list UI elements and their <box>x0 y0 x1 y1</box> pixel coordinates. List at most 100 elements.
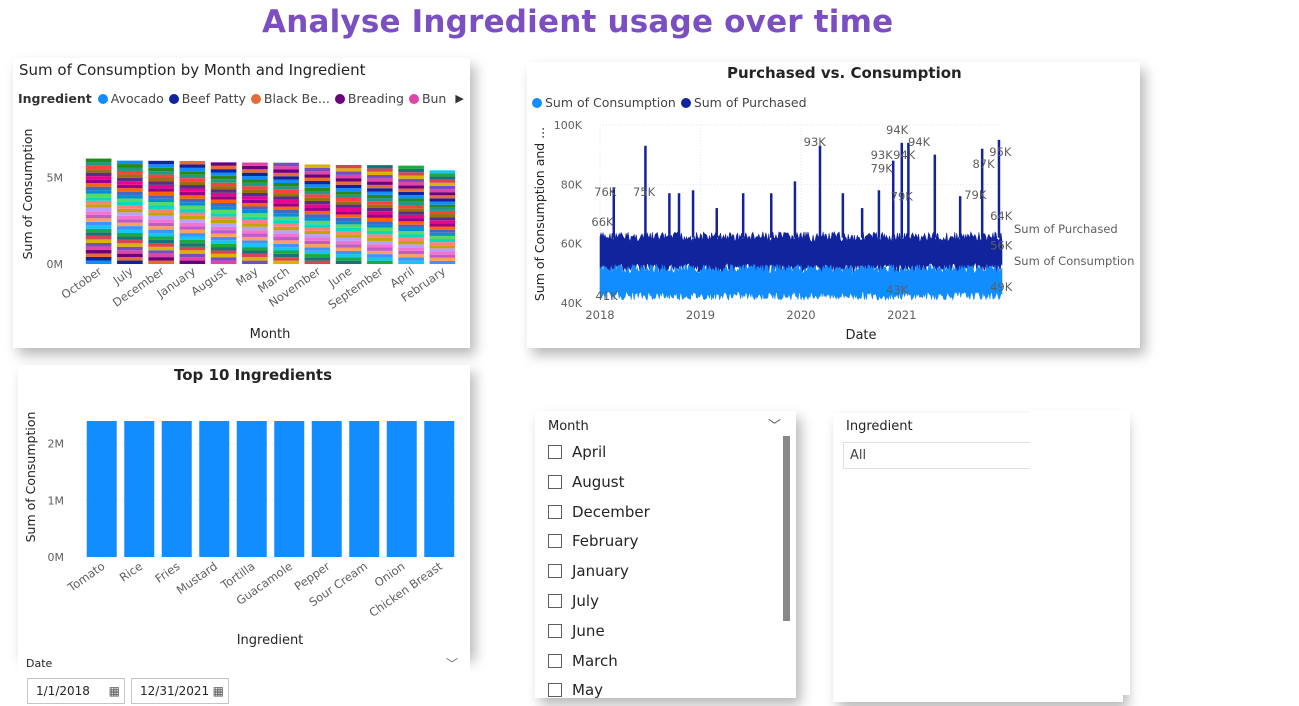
bar-segment <box>148 191 174 196</box>
checkbox[interactable] <box>548 623 562 638</box>
purchased-consumption-visual[interactable]: Purchased vs. Consumption Sum of Consump… <box>527 62 1140 348</box>
x-tick-label: 2019 <box>686 308 715 322</box>
checkbox[interactable] <box>548 683 562 698</box>
ingredient-dropdown-value: All <box>850 448 867 463</box>
bar-segment <box>398 191 424 196</box>
bar-segment <box>304 240 331 245</box>
bar-segment <box>242 226 268 231</box>
bar-segment <box>273 199 299 204</box>
top10-visual[interactable]: Top 10 Ingredients 0M 1M 2M Tomato Rice Fries… <box>18 365 470 655</box>
checkbox[interactable] <box>548 445 562 459</box>
bar-segment <box>367 184 393 189</box>
bar-segment <box>179 236 206 240</box>
chevron-down-icon[interactable]: ﹀ <box>446 657 459 671</box>
y-axis-title: Sum of Consumption <box>20 129 35 260</box>
data-label: 93K <box>871 148 894 162</box>
bar-segment <box>179 222 206 227</box>
bar-segment <box>367 221 393 225</box>
bar-segment <box>429 254 456 258</box>
end-label-consumption: Sum of Consumption <box>1014 254 1134 268</box>
checkbox[interactable] <box>548 534 562 549</box>
legend-item-breading[interactable]: Breading <box>334 91 404 106</box>
checkbox[interactable] <box>548 594 562 608</box>
month-option-february[interactable]: February <box>548 532 638 550</box>
data-label: 56K <box>990 239 1013 253</box>
bar-segment <box>335 168 362 172</box>
bar-segment <box>273 236 299 241</box>
bar-segment <box>304 190 331 195</box>
bar-segment <box>335 178 362 182</box>
bar-mustard <box>199 421 230 557</box>
month-option-december[interactable]: December <box>548 503 650 521</box>
bar-september <box>367 165 393 264</box>
bar-segment <box>304 181 331 185</box>
bar-segment <box>242 172 268 177</box>
month-option-label: June <box>572 621 605 640</box>
checkbox[interactable] <box>548 504 562 519</box>
bar-segment <box>304 210 331 215</box>
legend-item-sum-of-consumption[interactable]: Sum of Consumption <box>532 95 676 110</box>
y-tick-label: 5M <box>47 172 64 185</box>
end-date-input[interactable]: 12/31/2021 ▦ <box>131 678 229 704</box>
month-option-may[interactable]: May <box>548 681 603 698</box>
bar-segment <box>398 237 424 242</box>
calendar-icon[interactable]: ▦ <box>108 684 120 698</box>
month-option-march[interactable]: March <box>548 652 618 670</box>
chevron-down-icon[interactable]: ﹀ <box>768 419 782 434</box>
bar-segment <box>429 223 456 227</box>
bar-segment <box>367 247 393 251</box>
bar-segment <box>398 195 424 199</box>
scrollbar[interactable] <box>783 436 790 621</box>
bar-segment <box>304 227 331 231</box>
month-option-label: March <box>572 651 618 670</box>
bar-segment <box>367 198 393 202</box>
bar-segment <box>398 201 424 205</box>
calendar-icon[interactable]: ▦ <box>212 684 224 698</box>
bar-segment <box>335 211 362 215</box>
bar-segment <box>85 183 112 187</box>
bar-segment <box>242 260 268 264</box>
checkbox[interactable] <box>548 564 562 579</box>
legend-item-beef-patty[interactable]: Beef Patty <box>168 91 246 106</box>
bar-segment <box>148 246 174 251</box>
bar-december <box>148 160 174 264</box>
bar-segment <box>429 220 456 224</box>
bar-segment <box>117 160 143 165</box>
start-date-input[interactable]: 1/1/2018 ▦ <box>27 678 125 704</box>
month-slicer[interactable]: Month ﹀ April August December February Janua… <box>535 411 796 698</box>
legend-item-sum-of-purchased[interactable]: Sum of Purchased <box>680 95 807 110</box>
month-option-june[interactable]: June <box>548 622 605 640</box>
month-option-july[interactable]: July <box>548 592 599 610</box>
bar-segment <box>429 185 456 190</box>
legend-item-black-be[interactable]: Black Be... <box>250 91 330 106</box>
bar-segment <box>335 254 362 258</box>
caret-right-icon[interactable]: ▶ <box>455 92 464 105</box>
legend-item-avocado[interactable]: Avocado <box>97 91 164 106</box>
date-slicer[interactable]: Date ﹀ 1/1/2018 ▦ 12/31/2021 ▦ <box>18 655 470 706</box>
legend-item-bun[interactable]: Bun <box>408 91 446 106</box>
month-ingredient-visual[interactable]: Sum of Consumption by Month and Ingredie… <box>13 58 470 348</box>
bar-segment <box>210 189 237 193</box>
bar-segment <box>85 249 112 254</box>
bar-segment <box>179 253 206 258</box>
bar-segment <box>273 209 299 214</box>
bar-segment <box>429 245 456 249</box>
bar-segment <box>367 214 393 218</box>
month-option-april[interactable]: April <box>548 443 606 461</box>
checkbox[interactable] <box>548 653 562 668</box>
bar-segment <box>148 253 174 258</box>
bar-segment <box>429 189 456 193</box>
data-label: 43K <box>886 283 909 297</box>
bar-sour-cream <box>349 421 380 557</box>
bar-segment <box>242 216 268 221</box>
month-option-january[interactable]: January <box>548 562 629 580</box>
bar-segment <box>398 175 424 179</box>
bar-segment <box>335 260 362 264</box>
checkbox[interactable] <box>548 474 562 489</box>
bar-segment <box>210 172 237 176</box>
bar-segment <box>335 174 362 179</box>
month-option-august[interactable]: August <box>548 473 625 491</box>
bar-segment <box>148 184 174 189</box>
bar-segment <box>273 182 299 187</box>
bar-may <box>242 162 268 264</box>
